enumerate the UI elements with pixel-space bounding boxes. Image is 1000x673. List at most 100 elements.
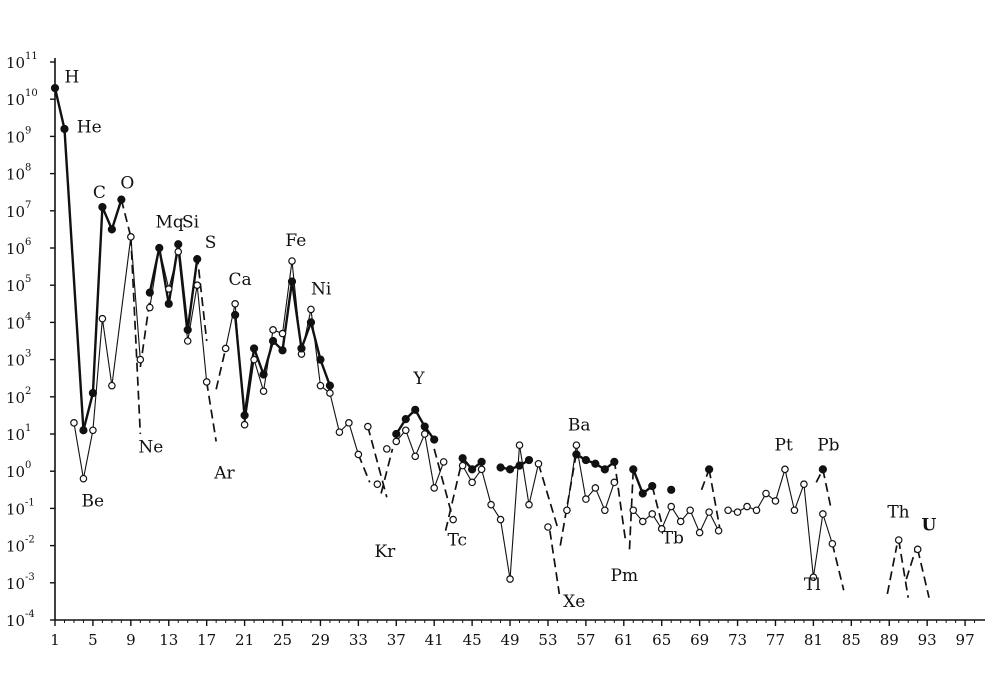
filled-point-marker [818, 465, 827, 474]
filled-point-marker [600, 465, 609, 474]
open-point-marker [563, 506, 571, 515]
x-tick-label: 33 [349, 631, 368, 649]
element-label: Tl [804, 575, 821, 595]
open-point-marker [202, 378, 211, 386]
x-tick-label: 89 [880, 631, 899, 649]
open-point-marker [781, 465, 789, 474]
y-tick-label: 10 [6, 166, 25, 184]
x-tick-label: 13 [159, 631, 178, 649]
open-series-segment [774, 469, 786, 502]
open-point-marker [790, 506, 799, 515]
y-tick-exponent: -3 [25, 572, 35, 583]
open-point-marker [800, 480, 808, 489]
filled-series-segment [186, 259, 199, 330]
open-point-marker [193, 281, 202, 290]
filled-point-marker [183, 325, 192, 334]
filled-series-segment [309, 322, 322, 360]
filled-point-marker [287, 277, 297, 286]
filled-point-marker [629, 465, 638, 474]
open-point-marker [487, 500, 495, 509]
open-point-marker [449, 515, 457, 524]
filled-point-marker [240, 411, 249, 420]
element-label: Pb [817, 436, 839, 456]
filled-point-marker [145, 288, 154, 297]
filled-point-marker [278, 346, 287, 355]
element-label: O [120, 173, 134, 193]
open-series-segment [82, 430, 94, 479]
y-tick-label: 10 [6, 463, 25, 481]
y-tick-label: 10 [6, 538, 25, 556]
element-label: Ni [311, 280, 332, 300]
open-point-marker [326, 389, 334, 397]
y-tick-exponent: 6 [25, 237, 31, 248]
y-tick-exponent: 1 [25, 423, 31, 434]
open-point-marker [269, 326, 277, 334]
dashed-gap-segment [120, 199, 132, 238]
open-point-marker [221, 344, 230, 353]
element-label: H [64, 67, 79, 87]
filled-series-segment [110, 199, 123, 230]
open-series-segment [500, 519, 511, 580]
x-tick-label: 45 [463, 631, 482, 649]
open-series-segment [101, 318, 113, 386]
open-series-segment [481, 469, 492, 505]
open-point-marker [913, 545, 922, 554]
open-point-marker [629, 506, 638, 515]
x-tick-label: 41 [425, 631, 444, 649]
open-point-marker [695, 528, 704, 537]
y-tick-exponent: 0 [25, 460, 31, 471]
element-label: Ar [213, 464, 235, 484]
open-series-segment [253, 359, 265, 392]
open-point-marker [544, 523, 552, 531]
x-tick-label: 5 [88, 631, 98, 649]
filled-point-marker [401, 415, 410, 424]
open-point-marker [582, 495, 590, 503]
y-tick-label: 10 [6, 54, 25, 72]
y-tick-exponent: 10 [25, 88, 38, 99]
element-label: U [921, 516, 936, 536]
open-point-marker [382, 445, 391, 453]
dashed-gap-segment [708, 469, 721, 528]
open-series-segment [433, 461, 445, 489]
x-tick-label: 73 [728, 631, 747, 649]
filled-point-marker [430, 435, 439, 444]
y-tick-label: 10 [6, 277, 25, 295]
y-tick-label: 10 [6, 426, 25, 444]
filled-series-segment [233, 314, 246, 416]
open-point-marker [240, 420, 249, 429]
element-label: Pm [611, 566, 639, 586]
filled-point-marker [50, 83, 60, 93]
open-series-segment [196, 285, 208, 382]
filled-series-segment [290, 281, 303, 349]
dashed-gap-segment [897, 539, 910, 598]
open-point-marker [164, 285, 173, 293]
open-point-marker [98, 314, 107, 323]
x-tick-label: 69 [690, 631, 709, 649]
element-label: Fe [285, 231, 306, 251]
open-series-segment [92, 318, 103, 431]
filled-point-marker [392, 429, 401, 439]
filled-point-marker [174, 240, 183, 249]
dashed-gap-segment [357, 454, 371, 483]
element-label: He [77, 118, 102, 138]
filled-point-marker [581, 455, 590, 465]
filled-point-marker [420, 422, 429, 431]
element-label: Ne [138, 438, 163, 458]
filled-point-marker [591, 459, 600, 468]
filled-point-marker [117, 195, 126, 204]
open-point-marker [79, 474, 88, 483]
filled-series-segment [53, 87, 66, 130]
y-tick-exponent: 2 [25, 386, 31, 397]
open-point-marker [316, 381, 325, 390]
filled-point-marker [88, 388, 98, 398]
y-tick-exponent: -2 [25, 535, 35, 546]
open-series-segment [405, 430, 416, 457]
x-tick-label: 61 [614, 631, 633, 649]
filled-series-segment [91, 207, 104, 394]
element-label: Tc [447, 531, 467, 551]
filled-point-marker [705, 465, 714, 474]
open-series-segment [348, 422, 359, 455]
open-point-marker [354, 450, 363, 459]
filled-series-segment [148, 247, 161, 293]
open-point-marker [259, 387, 268, 396]
